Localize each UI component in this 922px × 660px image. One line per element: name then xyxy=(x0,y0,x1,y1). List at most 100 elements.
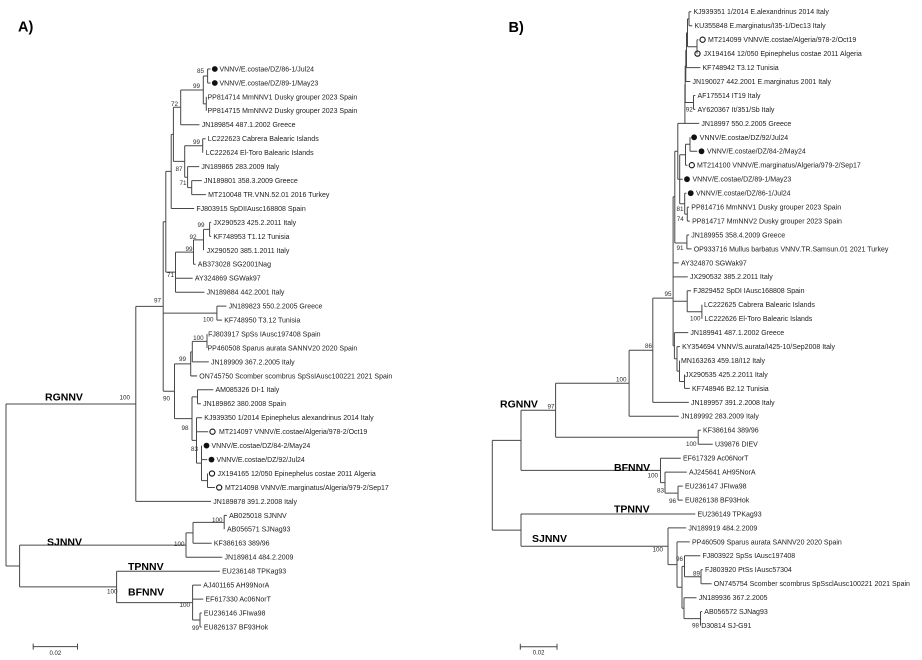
svg-text:99: 99 xyxy=(185,246,193,253)
svg-text:EU236147 JFIwa98: EU236147 JFIwa98 xyxy=(685,484,747,491)
svg-text:LC222624 El-Toro Balearic Isla: LC222624 El-Toro Balearic Islands xyxy=(206,150,314,157)
svg-text:95: 95 xyxy=(664,291,672,298)
svg-text:MT214099 VNNV/E.costae/Algeria: MT214099 VNNV/E.costae/Algeria/978-2/Oct… xyxy=(708,37,856,44)
svg-text:AB373028 SG2001Nag: AB373028 SG2001Nag xyxy=(198,262,271,269)
svg-text:EF617330 Ac06NorT: EF617330 Ac06NorT xyxy=(206,597,272,604)
svg-text:JX194165 12/050 Epinephelus co: JX194165 12/050 Epinephelus costae 2011 … xyxy=(218,471,376,478)
svg-text:A): A) xyxy=(18,20,33,36)
svg-text:KF748942 T3.12 Tunisia: KF748942 T3.12 Tunisia xyxy=(703,65,779,72)
svg-text:EU826138 BF93Hok: EU826138 BF93Hok xyxy=(685,497,750,504)
svg-text:100: 100 xyxy=(174,541,185,548)
svg-text:89: 89 xyxy=(693,571,701,578)
svg-text:100: 100 xyxy=(616,377,627,384)
svg-text:BFNNV: BFNNV xyxy=(614,462,650,474)
svg-text:JX290520 385.1.2011 Italy: JX290520 385.1.2011 Italy xyxy=(207,248,290,255)
svg-text:81: 81 xyxy=(676,206,684,213)
svg-text:100: 100 xyxy=(686,441,697,448)
svg-text:FJ803915 SpDIIAusc168808 Spain: FJ803915 SpDIIAusc168808 Spain xyxy=(196,206,305,213)
svg-text:TPNNV: TPNNV xyxy=(128,561,164,573)
svg-text:MT214100 VNNV/E.marginatus/Alg: MT214100 VNNV/E.marginatus/Algeria/979-2… xyxy=(697,163,861,170)
svg-text:92: 92 xyxy=(686,107,694,114)
svg-text:SJNNV: SJNNV xyxy=(532,533,567,545)
svg-text:PP814714 MmNNV1 Dusky grouper: PP814714 MmNNV1 Dusky grouper 2023 Spain xyxy=(208,94,358,101)
svg-text:96: 96 xyxy=(676,556,684,563)
svg-text:FJ803917 SpSs IAusc197408 Spai: FJ803917 SpSs IAusc197408 Spain xyxy=(208,331,321,338)
svg-text:VNNV/E.costae/DZ/84-2/May24: VNNV/E.costae/DZ/84-2/May24 xyxy=(707,149,806,156)
svg-text:100: 100 xyxy=(179,602,190,609)
svg-text:90: 90 xyxy=(163,396,171,403)
svg-text:SJNNV: SJNNV xyxy=(47,537,82,549)
svg-text:72: 72 xyxy=(171,101,179,108)
svg-text:MT214098 VNNV/E.marginatus/Alg: MT214098 VNNV/E.marginatus/Algeria/979-2… xyxy=(225,485,389,492)
svg-text:JN189909 367.2.2005 Italy: JN189909 367.2.2005 Italy xyxy=(211,359,295,366)
svg-text:FJ803920 PtSs IAusc57304: FJ803920 PtSs IAusc57304 xyxy=(705,567,792,574)
svg-text:EF617329 Ac06NorT: EF617329 Ac06NorT xyxy=(683,456,749,463)
svg-text:BFNNV: BFNNV xyxy=(128,587,164,599)
svg-text:LC222623 Cabrera Balearic Isla: LC222623 Cabrera Balearic Islands xyxy=(208,136,319,143)
svg-text:AB056572 SJNag93: AB056572 SJNag93 xyxy=(704,609,768,616)
svg-text:LC222626 El-Toro Balearic Isla: LC222626 El-Toro Balearic Islands xyxy=(705,316,813,323)
svg-text:VNNV/E.costae/DZ/84-2/May24: VNNV/E.costae/DZ/84-2/May24 xyxy=(212,443,311,450)
svg-text:74: 74 xyxy=(677,216,685,223)
svg-text:VNNV/E.costae/DZ/86-1/Jul24: VNNV/E.costae/DZ/86-1/Jul24 xyxy=(696,191,791,198)
svg-text:EU826137 BF93Hok: EU826137 BF93Hok xyxy=(204,624,269,631)
svg-text:VNNV/E.costae/DZ/89-1/May23: VNNV/E.costae/DZ/89-1/May23 xyxy=(693,177,792,184)
svg-text:99: 99 xyxy=(193,139,201,146)
svg-text:JN189955 358.4.2009 Greece: JN189955 358.4.2009 Greece xyxy=(691,232,785,239)
svg-text:AF175514 IT19 Italy: AF175514 IT19 Italy xyxy=(698,93,762,100)
svg-text:KF748953 T1.12 Tunisia: KF748953 T1.12 Tunisia xyxy=(213,234,289,241)
svg-text:83: 83 xyxy=(657,488,665,495)
svg-text:AY324869 SGWak97: AY324869 SGWak97 xyxy=(195,276,261,283)
svg-text:JN189823 550.2.2005 Greece: JN189823 550.2.2005 Greece xyxy=(229,304,323,311)
svg-text:85: 85 xyxy=(197,68,205,75)
svg-text:KJ939350 1/2014 Epinephelus al: KJ939350 1/2014 Epinephelus alexandrinus… xyxy=(204,415,374,422)
svg-text:71: 71 xyxy=(167,272,175,279)
svg-text:JN189865 283.2009 Italy: JN189865 283.2009 Italy xyxy=(201,164,279,171)
svg-text:KJ939351 1/2014 E.alexandrinus: KJ939351 1/2014 E.alexandrinus 2014 Ital… xyxy=(694,9,830,16)
svg-text:JN189992 283.2009 Italy: JN189992 283.2009 Italy xyxy=(681,414,759,421)
svg-text:JN189854 487.1.2002 Greece: JN189854 487.1.2002 Greece xyxy=(202,122,296,129)
svg-text:100: 100 xyxy=(647,473,658,480)
svg-text:U39876 DIEV: U39876 DIEV xyxy=(715,442,758,449)
svg-text:AY324870 SGWak97: AY324870 SGWak97 xyxy=(681,260,747,267)
svg-text:B): B) xyxy=(509,20,524,36)
svg-text:JX194164 12/050 Epinephelus co: JX194164 12/050 Epinephelus costae 2011 … xyxy=(704,51,862,58)
svg-text:PP814715 MmNNV2 Dusky grouper: PP814715 MmNNV2 Dusky grouper 2023 Spain xyxy=(208,108,358,115)
svg-text:96: 96 xyxy=(669,498,677,505)
svg-text:AM085326 DI-1 Italy: AM085326 DI-1 Italy xyxy=(216,387,280,394)
svg-text:100: 100 xyxy=(119,395,130,402)
svg-text:VNNV/E.costae/DZ/92/Jul24: VNNV/E.costae/DZ/92/Jul24 xyxy=(217,457,305,464)
svg-text:83: 83 xyxy=(191,446,199,453)
svg-text:71: 71 xyxy=(179,180,187,187)
svg-text:OP933716 Mullus barbatus VNNV.: OP933716 Mullus barbatus VNNV.TR.Samsun.… xyxy=(694,246,889,253)
svg-text:91: 91 xyxy=(676,245,684,252)
svg-text:100: 100 xyxy=(652,547,663,554)
svg-text:KF748950 T3.12 Tunisia: KF748950 T3.12 Tunisia xyxy=(224,318,300,325)
svg-text:JN189884 442.2001 Italy: JN189884 442.2001 Italy xyxy=(207,290,285,297)
svg-text:99: 99 xyxy=(192,625,200,632)
svg-text:FJ829452 SpDI IAusc168808 Spai: FJ829452 SpDI IAusc168808 Spain xyxy=(693,288,804,295)
svg-text:VNNV/E.costae/DZ/86-1/Jul24: VNNV/E.costae/DZ/86-1/Jul24 xyxy=(220,66,315,73)
svg-text:JN190027 442.2001 E.marginatus: JN190027 442.2001 E.marginatus 2001 Ital… xyxy=(693,79,832,86)
svg-text:KU355848 E.marginatus/I35-1/De: KU355848 E.marginatus/I35-1/Dec13 Italy xyxy=(695,23,827,30)
svg-text:AB056571 SJNag93: AB056571 SJNag93 xyxy=(227,527,291,534)
svg-text:PP814717 MmNNV2 Dusky grouper: PP814717 MmNNV2 Dusky grouper 2023 Spain xyxy=(692,219,842,226)
svg-text:D30814 SJ-G91: D30814 SJ-G91 xyxy=(701,623,751,630)
svg-text:JN189941 487.1.2002 Greece: JN189941 487.1.2002 Greece xyxy=(690,330,784,337)
svg-text:RGNNV: RGNNV xyxy=(45,392,83,404)
svg-text:97: 97 xyxy=(547,404,555,411)
svg-text:JN18997 550.2.2005 Greece: JN18997 550.2.2005 Greece xyxy=(701,121,791,128)
svg-text:100: 100 xyxy=(690,316,701,323)
svg-text:LC222625 Cabrera Balearic Isla: LC222625 Cabrera Balearic Islands xyxy=(704,302,815,309)
svg-text:EU236149 TPKag93: EU236149 TPKag93 xyxy=(698,511,762,518)
svg-text:PP460508 Sparus aurata SANNV20: PP460508 Sparus aurata SANNV20 2020 Spai… xyxy=(208,345,358,352)
svg-text:98: 98 xyxy=(692,623,700,630)
svg-text:JN189862 380.2008 Spain: JN189862 380.2008 Spain xyxy=(203,401,286,408)
svg-text:98: 98 xyxy=(181,425,189,432)
svg-text:92: 92 xyxy=(189,234,197,241)
svg-text:MT210048 TR.VNN.52.01 2016 Tur: MT210048 TR.VNN.52.01 2016 Turkey xyxy=(208,192,330,199)
svg-text:PP814716 MmNNV1 Dusky grouper: PP814716 MmNNV1 Dusky grouper 2023 Spain xyxy=(691,205,841,212)
svg-text:99: 99 xyxy=(179,356,187,363)
svg-text:0.02: 0.02 xyxy=(533,651,545,657)
svg-text:JN189801 358.3.2009 Greece: JN189801 358.3.2009 Greece xyxy=(204,178,298,185)
